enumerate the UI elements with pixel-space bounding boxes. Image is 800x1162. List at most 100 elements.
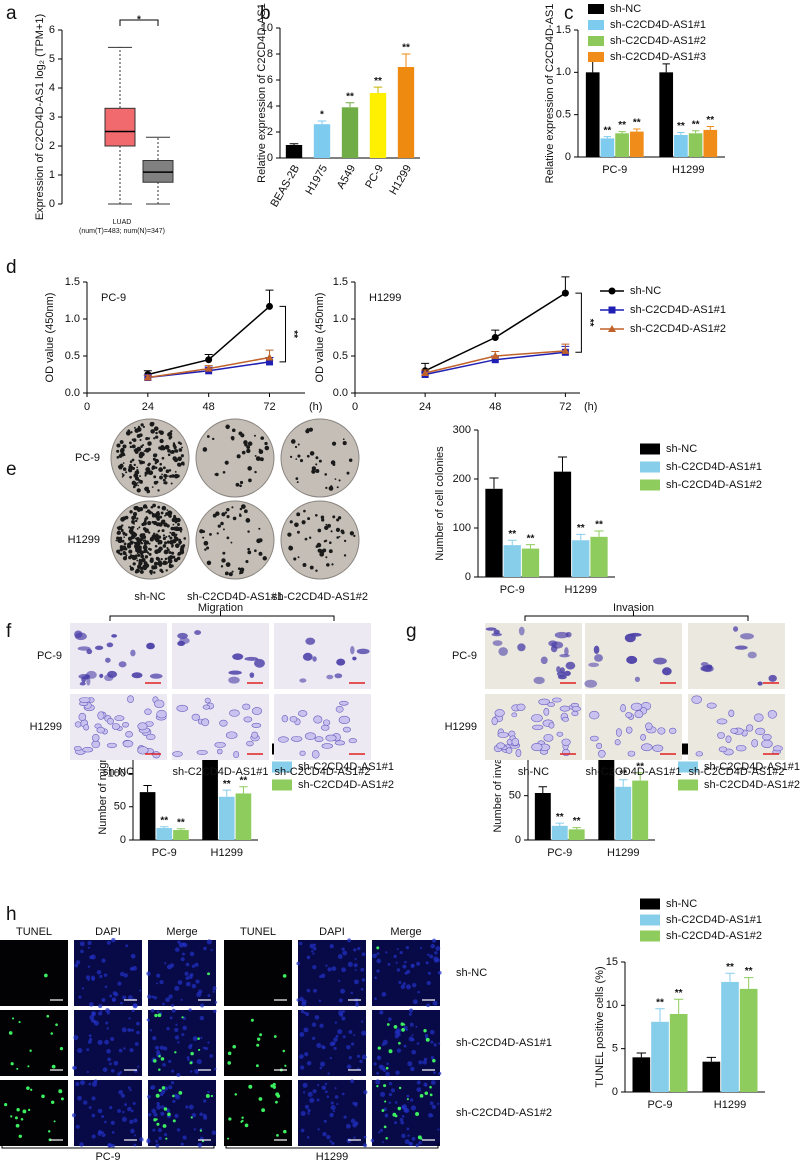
nucleus <box>419 946 422 950</box>
bar <box>341 107 359 158</box>
colony <box>131 554 135 559</box>
legend-label: sh-C2CD4D-AS1#2 <box>610 35 706 47</box>
colony <box>137 479 141 482</box>
colony <box>349 531 355 536</box>
tunel-spot <box>154 1013 158 1018</box>
nucleus <box>151 1108 157 1114</box>
cell <box>571 706 581 712</box>
nucleus <box>361 1020 364 1023</box>
nucleus <box>153 1112 158 1117</box>
colony <box>181 446 183 449</box>
legend-label: sh-C2CD4D-AS1#2 <box>298 779 394 791</box>
x-tick-label: BEAS-2B <box>268 163 302 209</box>
nucleus <box>120 1001 123 1005</box>
colony <box>165 512 168 515</box>
nucleus <box>433 1071 436 1075</box>
colony <box>170 450 174 454</box>
cell <box>122 740 134 748</box>
colony <box>293 557 297 561</box>
y-tick-label: 0 <box>612 1086 618 1098</box>
cell <box>118 661 127 668</box>
fluorescence <box>74 940 142 1006</box>
nucleus <box>171 1004 174 1007</box>
colony <box>140 554 145 559</box>
colony <box>132 438 137 442</box>
nucleus <box>425 961 429 965</box>
nucleus <box>185 981 191 987</box>
nucleus <box>435 957 440 963</box>
colony <box>138 433 143 438</box>
colony <box>116 449 120 453</box>
row-label: PC-9 <box>75 452 100 464</box>
nucleus <box>106 1048 111 1054</box>
cell <box>323 719 331 726</box>
colony <box>133 505 138 511</box>
colony <box>130 431 133 434</box>
colony <box>226 515 230 519</box>
cell <box>97 711 105 720</box>
nucleus <box>400 1120 405 1125</box>
cell <box>176 704 189 712</box>
nucleus <box>120 1093 125 1098</box>
cell <box>334 673 343 679</box>
nucleus <box>354 957 357 960</box>
point <box>143 373 152 381</box>
colony <box>167 558 173 564</box>
colony <box>160 557 163 561</box>
tunel-spot <box>20 1117 24 1121</box>
nucleus <box>117 981 122 986</box>
nucleus <box>306 1136 310 1139</box>
column-label: sh-NC <box>103 766 134 778</box>
nucleus <box>150 1085 156 1090</box>
nucleus <box>303 1027 309 1033</box>
colony <box>224 511 228 514</box>
error-bar <box>289 143 299 145</box>
cell <box>540 656 548 665</box>
colony <box>117 465 121 469</box>
colony <box>168 469 172 472</box>
nucleus <box>106 1027 109 1030</box>
cell <box>302 652 313 661</box>
colony <box>163 473 168 478</box>
legend-label: sh-C2CD4D-AS1#3 <box>610 51 706 63</box>
tunel-spot <box>424 1091 429 1096</box>
colony <box>173 458 178 463</box>
bar <box>173 830 189 840</box>
error-bar <box>619 779 628 787</box>
tunel-spot <box>415 1112 420 1116</box>
x-tick-label: PC-9 <box>547 847 572 859</box>
nucleus <box>188 1008 192 1012</box>
fluorescence <box>0 940 68 1006</box>
legend-label: sh-C2CD4D-AS1#1 <box>630 304 726 316</box>
nucleus <box>334 1087 337 1090</box>
nucleus <box>401 1114 405 1118</box>
nucleus <box>359 1059 363 1064</box>
error-bar <box>633 128 641 132</box>
colony <box>258 551 263 556</box>
colony <box>144 487 146 490</box>
bar <box>568 829 585 840</box>
colony <box>324 539 328 542</box>
colony <box>307 517 311 521</box>
row-label: sh-C2CD4D-AS1#2 <box>456 1107 552 1119</box>
tunel-spot <box>234 1093 238 1096</box>
nucleus <box>109 1105 113 1110</box>
colony <box>264 441 268 446</box>
colony <box>171 474 175 478</box>
colony <box>239 484 242 488</box>
y-tick-label: 0 <box>465 571 471 583</box>
nucleus <box>159 1045 165 1050</box>
nucleus <box>74 963 79 968</box>
tunel-spot <box>401 1027 405 1032</box>
tunel-spot <box>257 1037 261 1041</box>
nucleus <box>408 1012 412 1016</box>
nucleus <box>156 1102 160 1106</box>
nucleus <box>379 1128 384 1133</box>
colony <box>151 520 155 524</box>
colony <box>129 566 134 571</box>
cell <box>511 737 520 746</box>
colony <box>172 555 176 559</box>
nucleus <box>402 982 406 986</box>
nucleus <box>136 1030 140 1035</box>
bar <box>313 124 331 158</box>
